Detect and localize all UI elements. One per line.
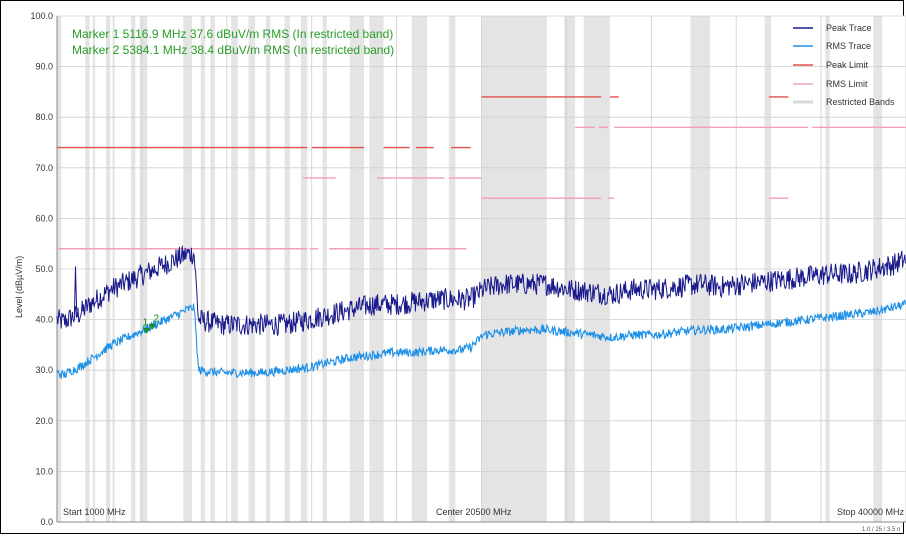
y-axis-title: Level (dBµV/m) [14,256,24,318]
footer-text: 1.0 / 25 / 3.5 n [862,527,900,533]
grid-lines [56,15,906,523]
y-tick-label: 80.0 [35,112,53,122]
y-tick-label: 10.0 [35,466,53,476]
legend-label-rms-trace: RMS Trace [826,41,871,51]
y-tick-labels: 0.0 10.0 20.0 30.0 40.0 50.0 60.0 70.0 80.0 90.0 1… [30,11,53,527]
peak-trace-spike [73,266,78,315]
marker-1-triangle [143,327,151,334]
y-tick-label: 30.0 [35,365,53,375]
legend-label-restricted-bands: Restricted Bands [826,97,895,107]
y-tick-label: 90.0 [35,62,53,72]
y-tick-label: 70.0 [35,163,53,173]
stop-frequency-label: Stop 40000 MHz [837,507,905,517]
legend-label-rms-limit: RMS Limit [826,79,868,89]
center-frequency-label: Center 20500 MHz [436,507,512,517]
marker-2-label: Marker 2 5384.1 MHz 38.4 dBuV/m RMS (In … [72,43,394,57]
marker-2-number: 2 [153,314,159,325]
legend-label-peak-trace: Peak Trace [826,23,872,33]
marker-1-label: Marker 1 5116.9 MHz 37.6 dBuV/m RMS (In … [72,27,393,41]
legend-label-peak-limit: Peak Limit [826,60,869,70]
traces [56,245,906,379]
legend: Peak Trace RMS Trace Peak Limit RMS Limi… [793,23,895,107]
y-tick-label: 50.0 [35,264,53,274]
y-tick-label: 40.0 [35,315,53,325]
peak-trace-line [56,245,906,336]
start-frequency-label: Start 1000 MHz [63,507,126,517]
y-tick-label: 60.0 [35,213,53,223]
marker-2-triangle [148,323,156,330]
rms-trace-line [56,299,906,379]
y-tick-label: 100.0 [30,11,53,21]
marker-1-number: 1 [143,318,149,329]
y-tick-label: 0.0 [40,517,53,527]
y-tick-label: 20.0 [35,416,53,426]
